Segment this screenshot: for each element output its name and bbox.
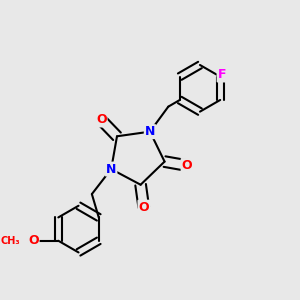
Text: O: O [182,159,192,172]
Text: O: O [96,113,106,127]
Text: F: F [218,68,226,82]
Text: O: O [139,201,149,214]
Text: N: N [145,125,155,138]
Text: N: N [106,163,116,176]
Text: O: O [28,234,39,247]
Text: CH₃: CH₃ [0,236,20,246]
